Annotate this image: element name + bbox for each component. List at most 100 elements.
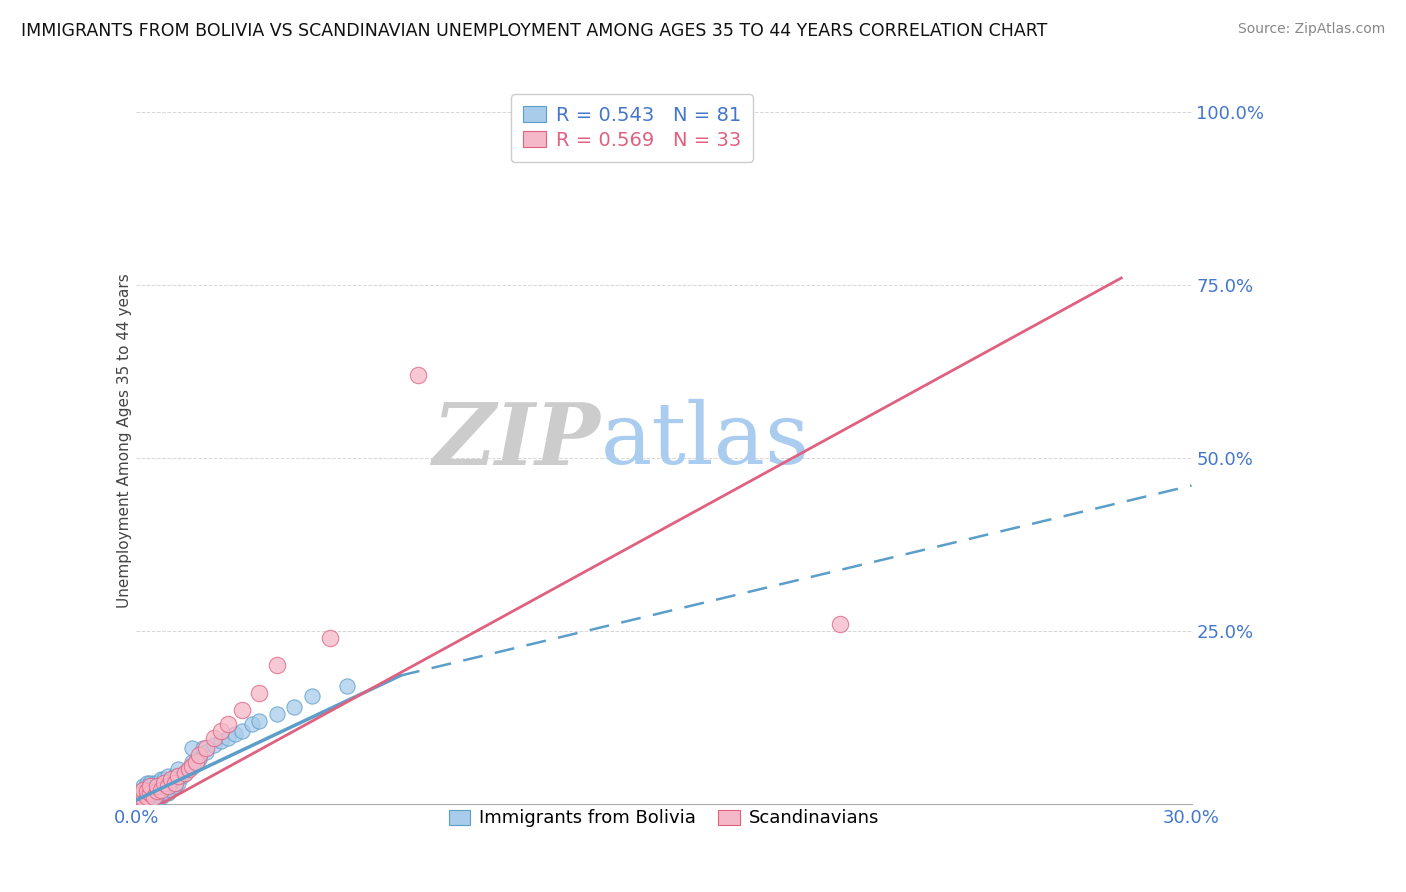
Point [142,782,165,797]
Point [128,793,150,807]
Point [142,776,165,790]
Point [167,762,190,776]
Point [153,776,176,790]
Point [139,780,162,794]
Point [156,780,179,794]
Point [146,784,169,798]
Point [149,789,172,804]
Point [174,765,197,780]
Point [153,786,176,800]
Point [135,789,157,804]
Point [247,686,270,700]
Point [146,780,169,794]
Point [149,782,172,797]
Point [156,786,179,800]
Point [132,782,155,797]
Point [283,699,305,714]
Point [135,780,157,794]
Point [174,765,197,780]
Point [132,786,155,800]
Point [160,772,183,787]
Point [181,755,204,769]
Point [128,795,150,809]
Point [132,782,155,797]
Point [156,780,179,794]
Point [128,792,150,806]
Point [406,368,429,382]
Point [224,727,246,741]
Point [139,794,162,808]
Point [135,776,157,790]
Point [184,755,207,769]
Point [170,769,193,783]
Point [139,786,162,800]
Point [128,793,150,807]
Point [135,791,157,805]
Point [163,776,186,790]
Point [139,784,162,798]
Point [153,772,176,787]
Point [146,776,169,790]
Point [128,789,150,803]
Point [191,741,214,756]
Point [128,795,150,809]
Point [128,794,150,808]
Point [195,741,218,756]
Point [209,734,232,748]
Point [231,703,253,717]
Point [156,769,179,783]
Point [146,782,169,797]
Point [135,794,157,808]
Point [132,791,155,805]
Point [132,789,155,803]
Point [209,724,232,739]
Point [132,794,155,808]
Point [139,776,162,790]
Point [247,714,270,728]
Text: atlas: atlas [600,399,810,483]
Point [217,731,239,745]
Point [167,776,190,790]
Point [266,706,288,721]
Point [181,741,204,756]
Point [336,679,359,693]
Point [142,793,165,807]
Legend: Immigrants from Bolivia, Scandinavians: Immigrants from Bolivia, Scandinavians [441,802,886,835]
Point [146,791,169,805]
Point [149,786,172,800]
Point [132,780,155,794]
Point [142,791,165,805]
Point [195,745,218,759]
Point [266,658,288,673]
Point [153,782,176,797]
Point [202,738,225,752]
Point [128,791,150,805]
Point [128,784,150,798]
Point [188,752,211,766]
Point [142,789,165,804]
Point [160,782,183,797]
Point [139,789,162,803]
Point [301,690,323,704]
Point [146,789,169,803]
Point [163,769,186,783]
Text: Source: ZipAtlas.com: Source: ZipAtlas.com [1237,22,1385,37]
Point [217,717,239,731]
Point [181,758,204,772]
Point [135,795,157,809]
Point [149,772,172,787]
Point [135,792,157,806]
Point [142,786,165,800]
Point [128,789,150,804]
Point [163,780,186,794]
Point [828,616,851,631]
Point [132,791,155,805]
Point [132,789,155,804]
Point [160,772,183,787]
Point [188,748,211,763]
Point [135,782,157,797]
Point [139,792,162,806]
Point [132,795,155,809]
Point [132,786,155,800]
Point [149,780,172,794]
